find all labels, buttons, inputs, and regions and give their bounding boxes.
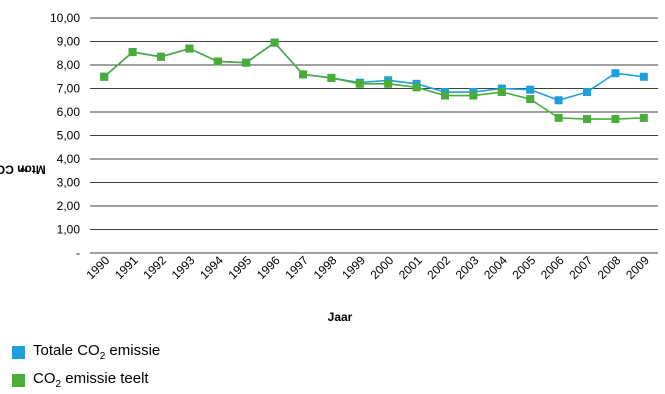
y-tick-label: 1,00 [57, 223, 81, 237]
x-tick-label: 2004 [481, 253, 510, 282]
x-tick-label: 2003 [453, 253, 482, 282]
x-tick-label: 1990 [84, 253, 113, 282]
data-point [100, 72, 109, 81]
data-point [213, 57, 222, 66]
y-tick-label: 5,00 [57, 129, 81, 143]
legend-label-totale: Totale CO2 emissie [33, 342, 161, 362]
data-point [128, 48, 137, 57]
x-tick-label: 1997 [282, 253, 311, 282]
data-point [185, 44, 194, 53]
x-tick-label: 1992 [140, 253, 169, 282]
data-point [469, 91, 478, 100]
x-tick-label: 1991 [112, 253, 141, 282]
data-point [242, 58, 251, 67]
legend-label-teelt: CO2 emissie teelt [33, 370, 149, 390]
x-tick-label: 2005 [510, 253, 539, 282]
x-tick-label: 1998 [311, 253, 340, 282]
series-line-0 [103, 41, 644, 102]
x-tick-label: 1995 [226, 253, 255, 282]
x-tick-label: 2007 [566, 253, 595, 282]
x-tick-label: 1994 [197, 253, 226, 282]
y-tick-label: 3,00 [57, 176, 81, 190]
data-point [639, 113, 648, 122]
data-point [583, 88, 591, 97]
x-tick-label: 2001 [396, 253, 425, 282]
data-point [497, 88, 506, 97]
line-chart: - 1,00 2,00 3,00 4,00 5,00 6,00 7,00 8,00 9,00 10,… [50, 11, 658, 282]
data-point [526, 85, 535, 94]
data-point [270, 38, 279, 47]
data-point [583, 115, 591, 124]
legend-swatch-teelt [12, 373, 25, 387]
x-tick-label: 2006 [538, 253, 567, 282]
x-tick-label: 1996 [254, 253, 283, 282]
y-tick-label: 9,00 [57, 35, 81, 49]
data-point [639, 72, 648, 81]
x-tick-label: 1993 [169, 253, 198, 282]
data-point [299, 70, 307, 79]
x-tick-label: 2000 [368, 253, 397, 282]
y-tick-label: 6,00 [57, 105, 81, 119]
y-tick-label: 8,00 [57, 58, 81, 72]
data-point [526, 95, 535, 104]
data-point [384, 79, 393, 88]
data-point [611, 69, 620, 78]
y-tick-label: 2,00 [57, 199, 81, 213]
data-point [412, 83, 421, 92]
y-axis-title: Mton CO 2 [0, 163, 46, 178]
data-point [554, 113, 563, 122]
legend-swatch-totale [12, 345, 25, 359]
x-tick-label: 2002 [424, 253, 453, 282]
y-tick-label: 4,00 [57, 152, 81, 166]
data-point [441, 91, 449, 100]
y-tick-label: - [76, 246, 80, 260]
x-tick-label: 2009 [623, 253, 652, 282]
data-point [327, 73, 336, 82]
legend-item-teelt: CO2 emissie teelt [12, 370, 149, 390]
series-line-1 [103, 41, 644, 120]
y-tick-label: 10,00 [50, 11, 80, 25]
data-point [611, 115, 620, 124]
data-point [554, 96, 563, 105]
x-tick-label: 1999 [339, 253, 368, 282]
x-tick-label: 2008 [595, 253, 624, 282]
y-tick-label: 7,00 [57, 82, 81, 96]
data-point [355, 79, 364, 88]
x-axis-title: Jaar [327, 310, 353, 324]
legend-item-totale: Totale CO2 emissie [12, 342, 160, 362]
data-point [157, 52, 165, 61]
